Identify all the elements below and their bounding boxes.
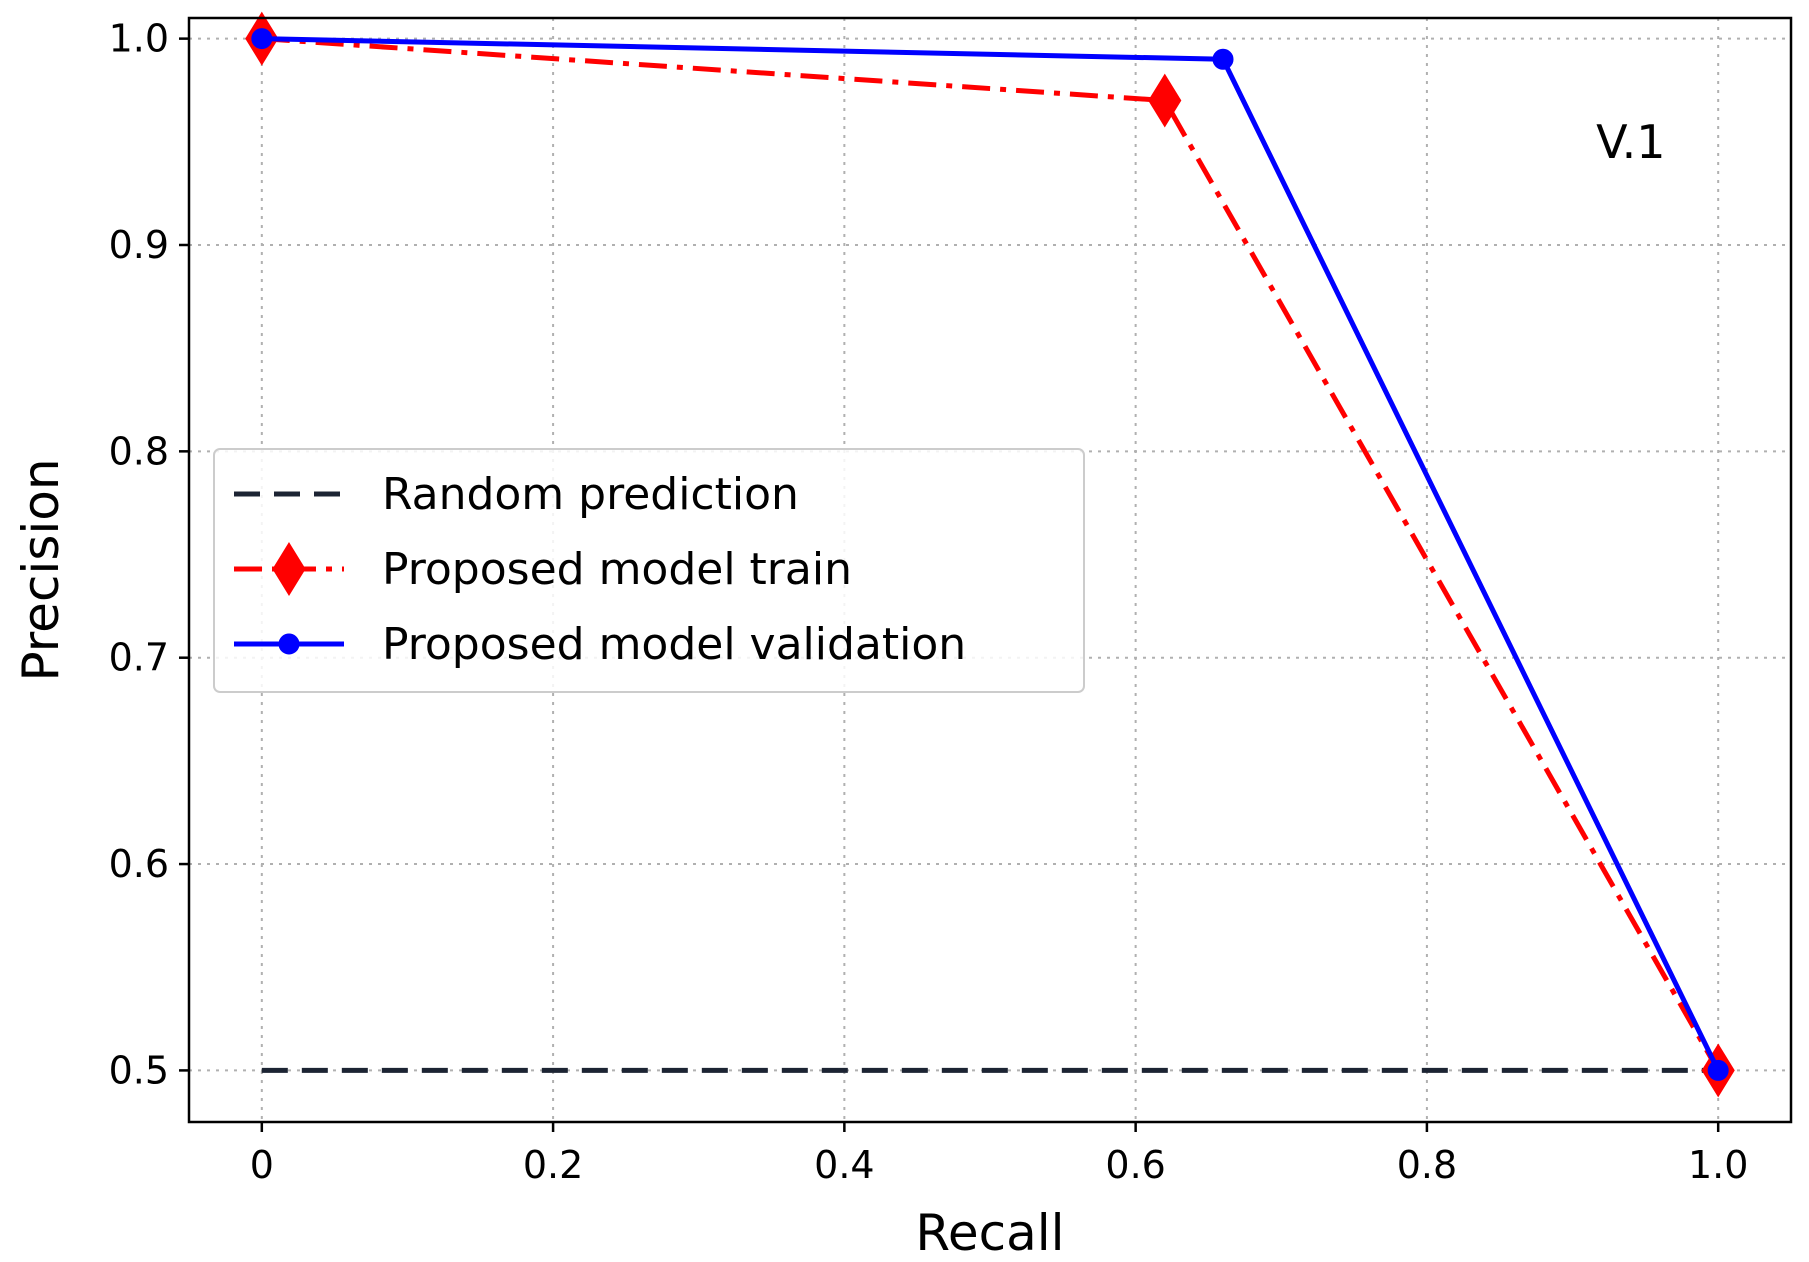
data-point-circle xyxy=(1707,1059,1729,1081)
annotation-label: V.1 xyxy=(1596,115,1665,169)
y-tick-label: 1.0 xyxy=(109,17,169,61)
axis-ticks: 0 0.2 0.4 0.6 0.8 1.0 0.5 0.6 0.7 0.8 0.9 1.0 xyxy=(109,17,1749,1187)
y-tick-label: 0.5 xyxy=(109,1048,169,1092)
legend: Random prediction Proposed model train Pro… xyxy=(213,448,1085,693)
data-point-circle xyxy=(251,28,273,50)
series-layer xyxy=(245,11,1735,1098)
x-tick-label: 0 xyxy=(250,1143,274,1187)
series-proposed-model-validation xyxy=(251,28,1729,1081)
legend-marker-diamond xyxy=(272,542,306,596)
legend-marker-circle xyxy=(278,633,300,655)
legend-label: Proposed model train xyxy=(382,544,852,595)
x-tick-label: 0.2 xyxy=(523,1143,583,1187)
y-tick-label: 0.8 xyxy=(109,429,169,473)
legend-box xyxy=(213,448,1085,693)
plot-frame xyxy=(187,16,1793,1124)
y-tick-label: 0.7 xyxy=(109,636,169,680)
y-tick-label: 0.9 xyxy=(109,223,169,267)
x-tick-label: 0.8 xyxy=(1397,1143,1457,1187)
x-tick-label: 1.0 xyxy=(1688,1143,1748,1187)
x-tick-label: 0.6 xyxy=(1105,1143,1165,1187)
legend-label: Random prediction xyxy=(382,469,799,520)
data-point-diamond xyxy=(1148,73,1182,128)
legend-entry: Random prediction xyxy=(234,469,799,520)
y-tick-label: 0.6 xyxy=(109,842,169,886)
x-tick-label: 0.4 xyxy=(814,1143,874,1187)
data-point-circle xyxy=(1212,48,1234,70)
x-axis-title: Recall xyxy=(915,1204,1064,1262)
legend-label: Proposed model validation xyxy=(382,619,966,670)
y-axis-title: Precision xyxy=(12,458,70,681)
legend-entry: Proposed model train xyxy=(234,542,852,596)
legend-entry: Proposed model validation xyxy=(234,619,966,670)
